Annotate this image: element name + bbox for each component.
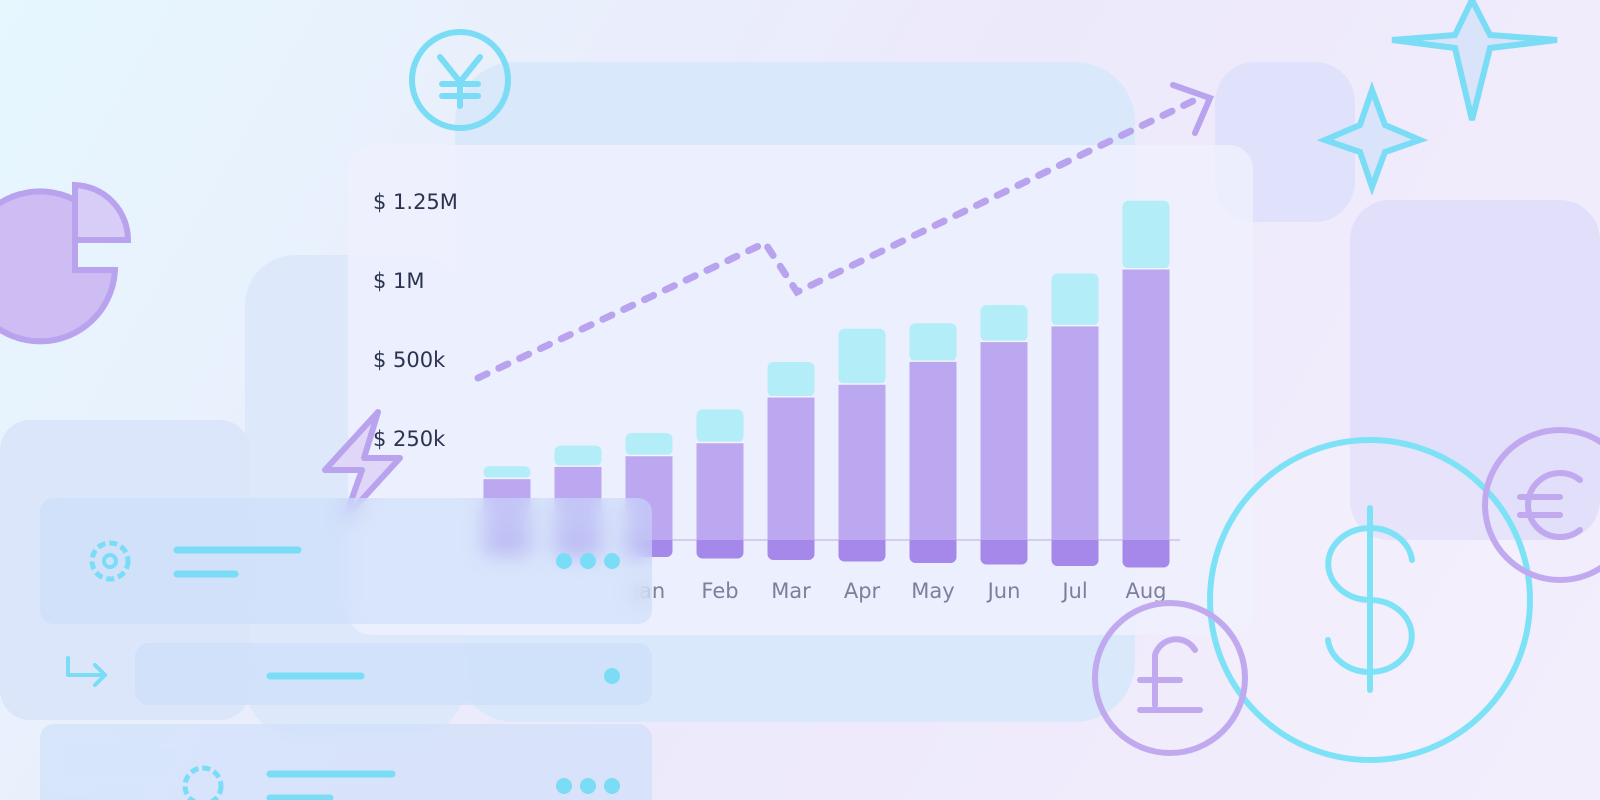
bar-segment <box>1122 200 1170 269</box>
bar-segment <box>696 442 744 540</box>
pie-icon <box>0 188 119 345</box>
bar-segment <box>980 305 1028 342</box>
bar-segment <box>909 323 957 362</box>
bar-foot <box>696 536 744 559</box>
dot <box>556 778 572 794</box>
x-tick-label: Feb <box>701 579 738 603</box>
pie-icon-slice <box>72 181 132 243</box>
bar-segment <box>838 384 886 540</box>
dot <box>556 553 572 569</box>
card-contents <box>182 765 620 800</box>
euro-symbol <box>1517 470 1583 540</box>
x-tick-label: Jul <box>1060 579 1087 603</box>
trend-arrow <box>474 96 1199 382</box>
bar-foot <box>767 536 815 560</box>
card-contents <box>266 668 620 684</box>
bar-foot <box>980 536 1028 565</box>
gear-icon <box>89 540 131 582</box>
panel <box>1350 200 1600 540</box>
y-tick-label: $ 1M <box>373 269 425 293</box>
yen-icon <box>409 29 511 131</box>
sparkle <box>1391 0 1558 121</box>
bar-foot <box>1122 536 1170 568</box>
bar-segment <box>696 409 744 443</box>
x-tick-label: Aug <box>1125 579 1166 603</box>
sparkle <box>1316 81 1429 196</box>
return-arrow <box>66 656 107 687</box>
x-tick-label: Apr <box>844 579 881 603</box>
bar-segment <box>838 328 886 385</box>
card-contents <box>89 540 620 582</box>
x-tick-label: May <box>911 579 954 603</box>
gear-icon <box>182 765 224 800</box>
y-tick-label: $ 500k <box>373 348 446 372</box>
row-card[interactable] <box>135 643 652 705</box>
bar-segment <box>1122 268 1170 540</box>
dot <box>580 553 596 569</box>
bar-segment <box>483 466 531 479</box>
x-tick-label: Mar <box>771 579 811 603</box>
x-tick-label: Jun <box>986 579 1021 603</box>
bar-foot <box>838 536 886 562</box>
pound-coin <box>1092 600 1248 756</box>
bar-segment <box>554 445 602 467</box>
bar-segment <box>980 341 1028 540</box>
settings-card[interactable] <box>40 724 652 800</box>
pound-symbol <box>1137 636 1203 713</box>
y-tick-label: $ 1.25M <box>373 190 458 214</box>
dot <box>604 778 620 794</box>
settings-card[interactable] <box>40 498 652 624</box>
arrow <box>66 656 107 687</box>
bar-segment <box>1051 273 1099 326</box>
dollar-symbol <box>1325 505 1415 693</box>
gear-hub <box>102 553 118 569</box>
bar-segment <box>767 361 815 397</box>
bar-segment <box>1051 325 1099 540</box>
bar-segment <box>767 396 815 540</box>
euro-coin <box>1482 427 1600 583</box>
dot <box>580 778 596 794</box>
y-tick-label: $ 250k <box>373 427 446 451</box>
bar-foot <box>1051 536 1099 566</box>
bar-foot <box>909 536 957 563</box>
arrow-head <box>1170 82 1215 136</box>
bar-segment <box>625 433 673 456</box>
dot <box>604 668 620 684</box>
yen-symbol <box>437 54 483 109</box>
dot <box>604 553 620 569</box>
bar-segment <box>909 361 957 540</box>
